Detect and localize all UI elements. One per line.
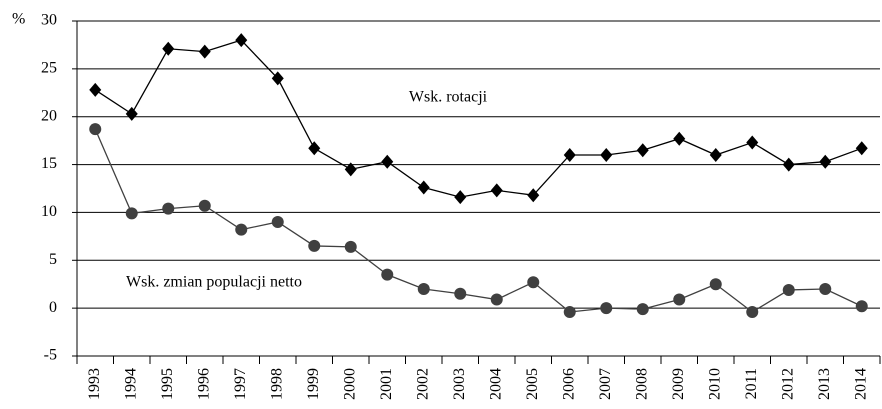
x-tick-label: 2008	[633, 368, 650, 400]
marker	[198, 199, 211, 212]
x-tick-label: 2011	[743, 368, 760, 399]
x-tick-label: 2012	[779, 368, 796, 400]
marker	[381, 154, 394, 169]
marker	[344, 162, 357, 177]
marker	[709, 148, 722, 162]
marker	[563, 148, 576, 162]
y-axis-unit: %	[12, 11, 25, 28]
marker	[819, 283, 832, 295]
marker	[600, 302, 613, 315]
marker	[235, 33, 248, 48]
x-tick-label: 2009	[670, 368, 687, 400]
x-tick-label: 2004	[487, 368, 504, 400]
x-tick-label: 2003	[451, 368, 468, 400]
marker	[782, 283, 795, 296]
marker	[819, 154, 832, 169]
x-tick-label: 2000	[341, 368, 358, 400]
marker	[563, 305, 576, 318]
y-tick-label: 20	[41, 107, 57, 124]
x-tick-label: 2007	[597, 368, 614, 400]
y-tick-label: 30	[41, 12, 57, 29]
marker	[89, 82, 102, 97]
y-tick-label: 10	[41, 203, 57, 220]
marker	[344, 240, 357, 253]
marker	[162, 41, 175, 56]
marker	[308, 141, 321, 156]
marker	[125, 207, 138, 220]
marker	[162, 202, 175, 215]
y-tick-label: -5	[44, 347, 57, 364]
marker	[709, 278, 722, 291]
y-tick-label: 5	[49, 251, 57, 268]
marker	[125, 106, 138, 121]
x-tick-label: 1993	[86, 368, 103, 400]
y-tick-label: 15	[41, 155, 57, 172]
series-label: Wsk. zmian populacji netto	[126, 274, 302, 291]
marker	[89, 123, 102, 136]
x-tick-label: 1998	[268, 368, 285, 400]
marker	[746, 135, 759, 150]
x-tick-label: 1994	[122, 368, 139, 400]
x-tick-label: 2010	[706, 368, 723, 400]
marker	[855, 300, 868, 313]
marker	[308, 239, 321, 252]
x-tick-label: 1997	[232, 368, 249, 400]
marker	[490, 293, 503, 306]
marker	[417, 283, 430, 295]
marker	[527, 188, 540, 203]
y-tick-label: 0	[49, 299, 57, 316]
series-label: Wsk. rotacji	[409, 89, 488, 106]
x-tick-label: 2005	[524, 368, 541, 400]
marker	[673, 293, 686, 306]
marker	[271, 216, 284, 228]
marker	[746, 305, 759, 318]
x-tick-label: 2014	[852, 368, 869, 400]
series-line	[94, 39, 862, 198]
x-tick-label: 2002	[414, 368, 431, 400]
x-tick-label: 2001	[378, 368, 395, 400]
marker	[527, 276, 540, 289]
x-tick-label: 2006	[560, 368, 577, 400]
marker	[235, 223, 248, 236]
marker	[636, 303, 649, 316]
marker	[271, 71, 284, 86]
marker	[454, 287, 467, 300]
marker	[782, 157, 795, 172]
marker	[600, 148, 613, 162]
x-tick-label: 1996	[195, 368, 212, 400]
x-tick-label: 1999	[305, 368, 322, 400]
marker	[417, 180, 430, 195]
y-tick-label: 25	[41, 60, 57, 77]
marker	[381, 268, 394, 281]
marker	[454, 190, 467, 205]
series-line	[94, 128, 863, 313]
marker	[198, 44, 211, 59]
marker	[636, 143, 649, 158]
marker	[855, 141, 868, 156]
marker	[673, 131, 686, 146]
x-tick-label: 1995	[159, 368, 176, 400]
x-tick-label: 2013	[816, 368, 833, 400]
marker	[490, 183, 503, 198]
